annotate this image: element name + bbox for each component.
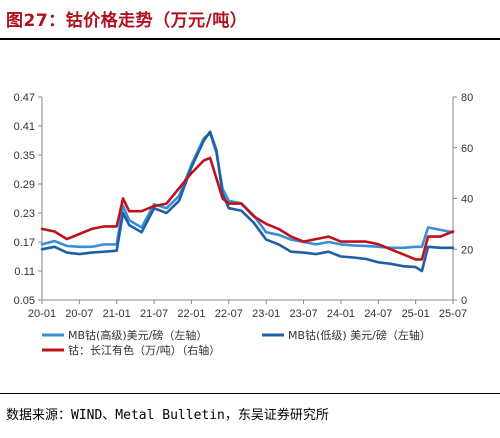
series-lines — [40, 130, 455, 273]
x-tick-label: 24-01 — [327, 308, 355, 320]
series-line-0 — [40, 131, 455, 250]
series-line-1 — [40, 130, 455, 273]
x-tick-label: 22-07 — [215, 308, 243, 320]
axes: 0.47 0.41 0.35 0.29 0.23 0.17 0.11 0.05 80 60 40 20… — [14, 92, 474, 320]
right-tick-label: 20 — [461, 244, 473, 256]
left-tick-label: 0.17 — [14, 237, 35, 249]
x-tick-label: 24-07 — [364, 308, 392, 320]
x-tick-label: 23-07 — [289, 308, 317, 320]
cobalt-price-chart: 0.47 0.41 0.35 0.29 0.23 0.17 0.11 0.05 80 60 40 20… — [14, 92, 474, 357]
right-tick-label: 40 — [461, 194, 473, 206]
x-tick-label: 20-07 — [65, 308, 93, 320]
right-tick-label: 0 — [461, 295, 467, 307]
x-tick-label: 23-01 — [252, 308, 280, 320]
left-tick-label: 0.35 — [14, 150, 35, 162]
x-tick-label: 20-01 — [28, 308, 56, 320]
left-tick-label: 0.41 — [14, 121, 35, 133]
left-tick-label: 0.11 — [14, 266, 35, 278]
legend-label-0: MB钴(高级)美元/磅（左轴） — [68, 328, 207, 342]
right-tick-label: 60 — [461, 143, 473, 155]
right-tick-label: 80 — [461, 92, 473, 104]
x-tick-label: 25-01 — [402, 308, 430, 320]
chart-title: 图27：钴价格走势（万元/吨） — [6, 11, 248, 31]
x-tick-label: 22-01 — [177, 308, 205, 320]
left-tick-label: 0.05 — [14, 295, 35, 307]
series-line-2 — [40, 156, 455, 261]
x-tick-label: 21-07 — [140, 308, 168, 320]
left-tick-label: 0.23 — [14, 208, 35, 220]
legend-label-2: 钴：长江有色（万/吨）（右轴） — [68, 343, 220, 357]
title-rule — [0, 38, 500, 40]
x-tick-label: 21-01 — [103, 308, 131, 320]
source-note: 数据来源：WIND、Metal Bulletin，东吴证券研究所 — [6, 408, 329, 423]
x-tick-label: 25-07 — [439, 308, 467, 320]
legend: MB钴(高级)美元/磅（左轴） MB钴(低级) 美元/磅（左轴） 钴：长江有色（万/… — [42, 328, 431, 357]
source-rule — [0, 393, 500, 394]
legend-label-1: MB钴(低级) 美元/磅（左轴） — [288, 328, 431, 342]
left-tick-label: 0.29 — [14, 179, 35, 191]
left-tick-label: 0.47 — [14, 92, 35, 104]
